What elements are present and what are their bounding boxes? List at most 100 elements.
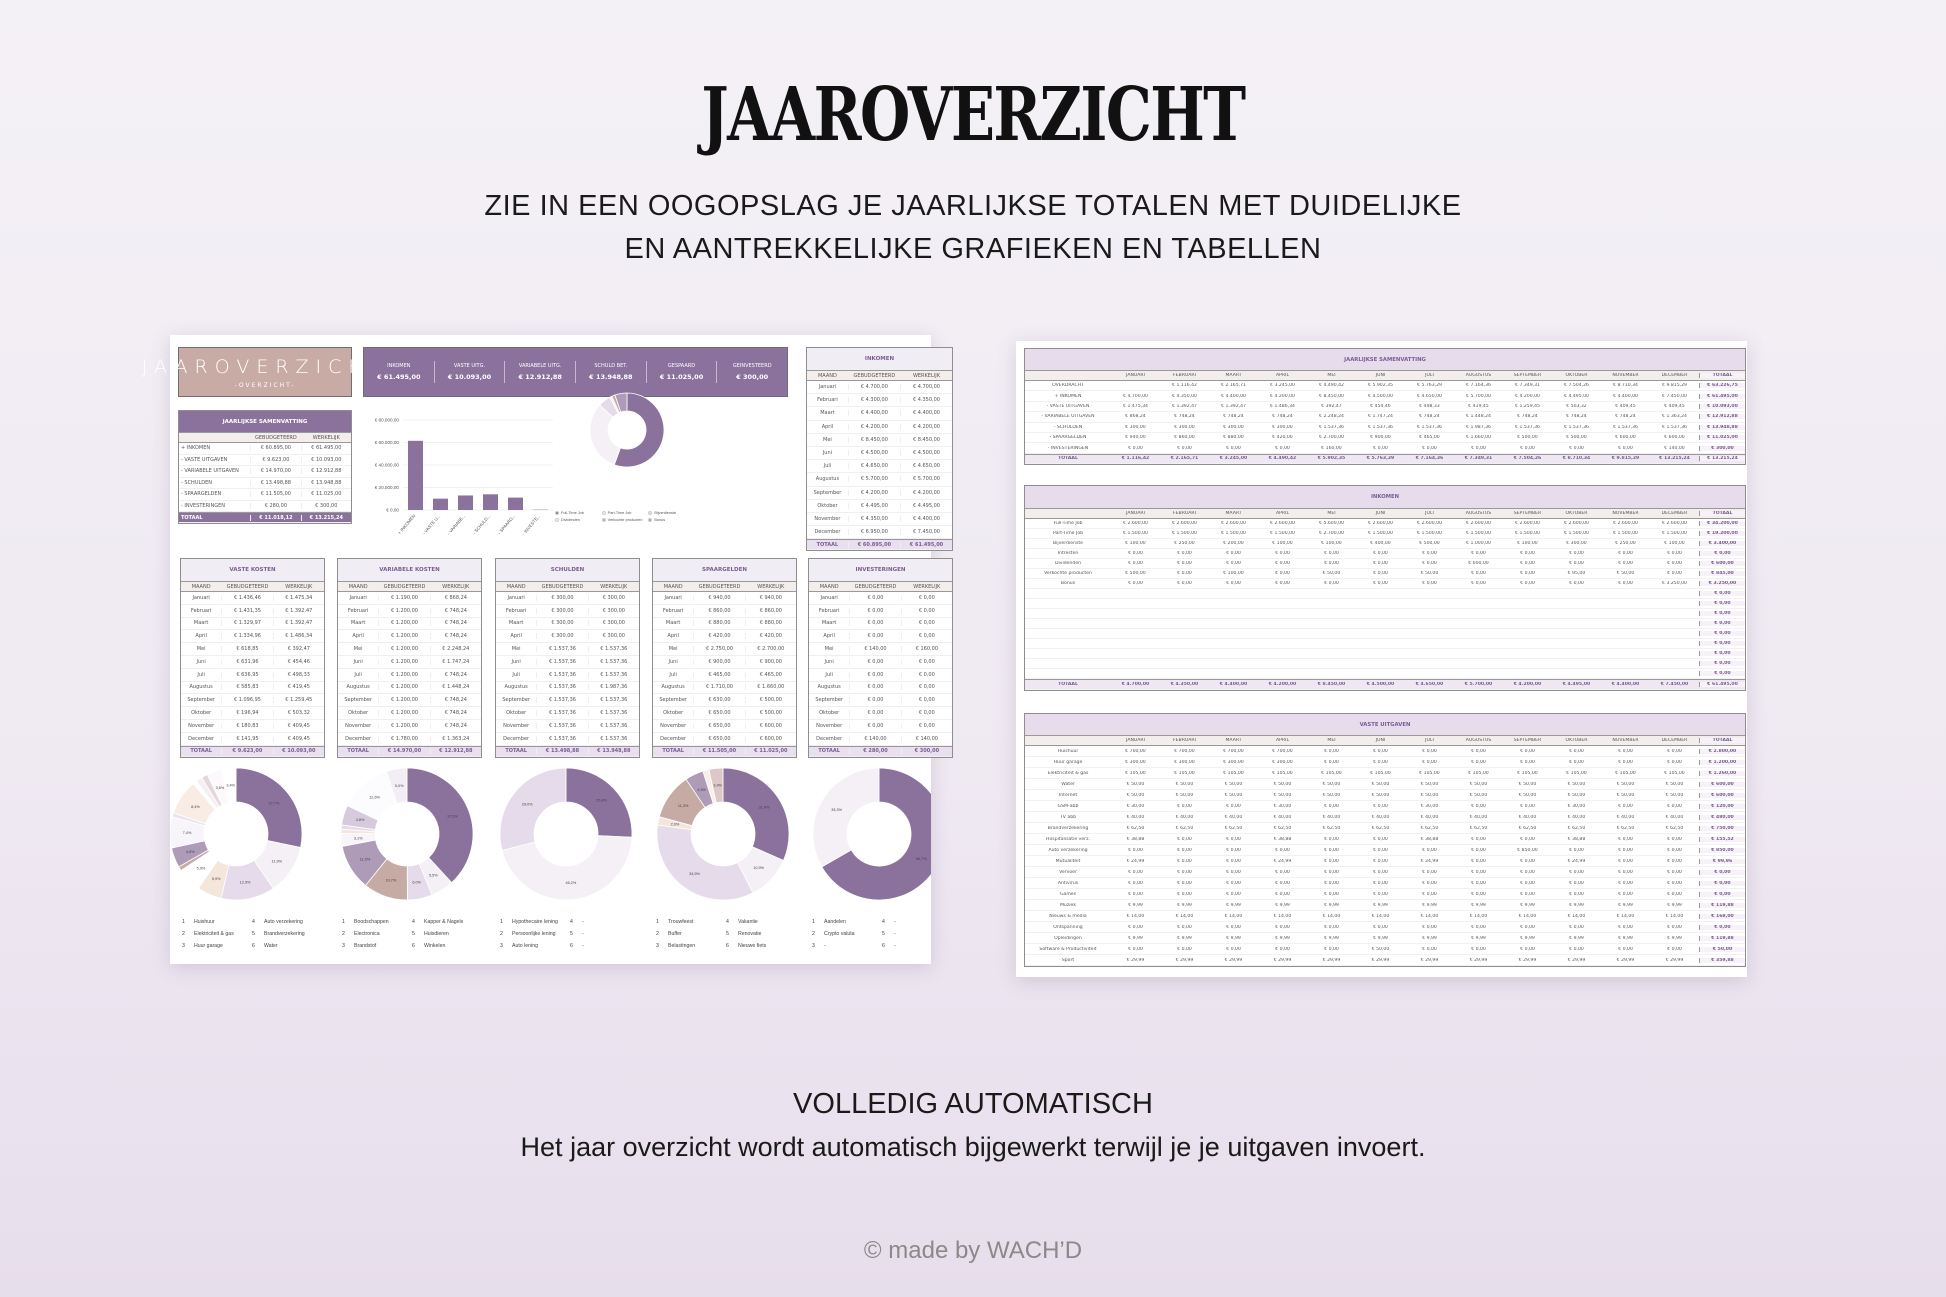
table-cell: € 0,00 (1226, 581, 1241, 586)
table-cell: € 9,99 (1373, 935, 1388, 941)
table-cell: Maart (193, 620, 209, 627)
table-cell: € 62,50 (1371, 825, 1390, 831)
column-header: MAART (1225, 738, 1242, 743)
table-cell: € 105,00 (1615, 770, 1636, 776)
table-cell: € 7.164,36 (1466, 383, 1491, 389)
table-title: VARIABELE KOSTEN (338, 559, 481, 582)
feature-heading: VOLLEDIG AUTOMATISCH (793, 1088, 1153, 1120)
y-tick-label: € 60.000,00 (375, 440, 400, 445)
table-cell: € 29,99 (1322, 957, 1341, 963)
table-cell: € 940,00 (693, 594, 744, 601)
table-cell: € 0,00 (1618, 748, 1633, 754)
table-cell: € 1.392,47 (1221, 403, 1246, 409)
total-cell: € 61.495,00 (899, 541, 952, 548)
table-cell: € 0,00 (1275, 551, 1290, 556)
table-cell: € 0,00 (1699, 621, 1745, 626)
table-cell: € 30,00 (1420, 803, 1439, 809)
table-cell: € 0,00 (900, 671, 952, 678)
kpi-item: INKOMEN € 61.495,00 (364, 361, 434, 383)
column-header: GEBUDGETEERD (849, 583, 900, 590)
table-row: Januari € 940,00 € 940,00 (653, 592, 796, 605)
table-cell: Sport (1061, 957, 1075, 963)
table-header-row: GEBUDGETEERD WERKELIJK (179, 433, 351, 443)
table-cell: - SPAARGELDEN (1049, 435, 1087, 441)
column-header: MAART (1225, 373, 1242, 378)
table-cell: € 4.400,00 (1221, 393, 1246, 399)
legend-label: Trouwfeest (668, 919, 694, 925)
table-cell: € 1.259,45 (1515, 403, 1540, 409)
table-cell: December (660, 735, 687, 742)
table-cell: € 1.486,34 (1270, 403, 1295, 409)
column-header: TOTAAL (1699, 738, 1745, 743)
bar (483, 494, 498, 510)
table-cell: € 650,00 (693, 735, 744, 742)
table-cell: December (503, 735, 530, 742)
table-cell: € 3.400,00 (1699, 541, 1745, 546)
table-cell: December (816, 735, 843, 742)
table-cell: € 0,00 (1471, 748, 1486, 754)
table-cell: € 1.200,00 (378, 646, 429, 653)
table-cell: € 40,00 (1518, 814, 1537, 820)
legend-swatch-icon (555, 511, 559, 515)
table-row: Juli € 4.650,00 € 4.650,00 (807, 460, 952, 474)
table-cell: € 19.200,00 (1699, 531, 1745, 536)
table-cell: € 1.329,97 (221, 620, 272, 627)
table-row: Bijverdienste € 100,00 € 250,00 € 200,00 € 1… (1025, 539, 1745, 549)
kpi-value: € 11.025,00 (659, 373, 704, 381)
column-header: OKTOBER (1565, 373, 1588, 378)
table-cell: € 700,00 (1223, 748, 1244, 754)
table-row: Brandverzekering € 62,50 € 62,50 € 62,50 € 6… (1025, 823, 1745, 834)
table-cell: € 748,24 (1272, 414, 1293, 420)
table-cell: € 0,00 (1177, 847, 1192, 853)
table-cell: € 4.650,00 (899, 463, 952, 470)
table-title: SCHULDEN (496, 559, 639, 582)
table-cell: € 0,00 (849, 684, 900, 691)
total-cell: € 5.700,00 (1464, 681, 1493, 687)
table-cell: € 419,45 (272, 684, 324, 691)
kpi-label: SCHULD BET. (594, 363, 628, 369)
table-cell: € 100,00 (1272, 541, 1293, 546)
total-cell: € 11.018,12 (250, 514, 300, 521)
table-cell: € 1.500,00 (1123, 531, 1148, 536)
table-cell: € 498,33 (272, 671, 324, 678)
table-cell: € 9,99 (1667, 902, 1682, 908)
table-row: Elektriciteit & gas € 105,00 € 105,00 € 105… (1025, 768, 1745, 779)
table-title: JAARLIJKSE SAMENVATTING (1025, 349, 1745, 371)
table-cell: € 1.987,36 (587, 684, 639, 691)
table-cell: € 6.950,00 (847, 529, 900, 536)
table-cell: € 618,85 (221, 646, 272, 653)
table-cell: € 0,00 (1324, 858, 1339, 864)
table-row: Nieuws & media € 14,00 € 14,00 € 14,00 € 14,… (1025, 911, 1745, 922)
bar (458, 495, 473, 510)
table-cell: € 9,99 (1128, 935, 1143, 941)
table-cell: December (814, 529, 841, 536)
table-cell: € 5.700,00 (899, 476, 952, 483)
table-cell: € 105,00 (1370, 770, 1391, 776)
hero-title: JAAROVERZICHT (701, 72, 1246, 158)
table-cell: € 0,00 (1373, 891, 1388, 897)
table-cell: € 62,50 (1616, 825, 1635, 831)
column-header: JANUARI (1126, 738, 1145, 743)
kpi-item: GESPAARD € 11.025,00 (645, 361, 717, 383)
legend-number: 1 (656, 919, 659, 925)
legend-label: - (894, 919, 896, 925)
table-cell: € 50,00 (1371, 946, 1390, 952)
table-row: Januari € 0,00 € 0,00 (809, 592, 952, 605)
legend-label: Brandverzekering (264, 931, 305, 937)
table-title: INKOMEN (1025, 486, 1745, 509)
table-cell: € 50,00 (1126, 792, 1145, 798)
table-cell: € 0,00 (1618, 891, 1633, 897)
kpi-label: GESPAARD (667, 363, 696, 369)
table-cell: € 9,99 (1569, 902, 1584, 908)
table-row: TV abb € 40,00 € 40,00 € 40,00 € 40,00 € 40,0… (1025, 812, 1745, 823)
table-cell: € 0,00 (1520, 571, 1535, 576)
table-cell: September (815, 697, 843, 704)
legend-label: Dividenden (561, 518, 580, 522)
table-cell: November (814, 515, 841, 522)
table-cell: € 300,00 (536, 633, 587, 640)
table-cell: € 140,00 (900, 735, 952, 742)
column-header: GEBUDGETEERD (536, 583, 587, 590)
table-cell: € 0,00 (1618, 836, 1633, 842)
table-cell: € 300,00 (1699, 445, 1745, 451)
table-cell: € 650,00 (693, 722, 744, 729)
